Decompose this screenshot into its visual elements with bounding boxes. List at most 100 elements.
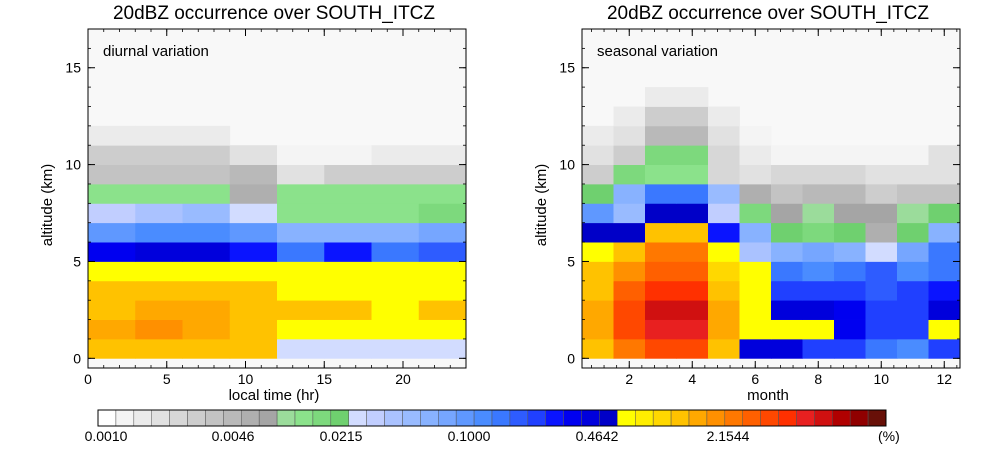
seasonal-x-tick-label: 10 [873,371,889,387]
colorbar-swatch [384,409,403,427]
diurnal-cell [418,164,467,185]
diurnal-x-tick-label: 0 [84,371,92,387]
diurnal-cell [182,222,231,243]
diurnal-cell [135,164,183,185]
colorbar-swatch [796,409,815,427]
diurnal-cell [88,242,136,262]
colorbar-swatch [491,409,511,427]
diurnal-cell [324,280,372,301]
seasonal-y-tick-label: 10 [559,157,575,173]
diurnal-cell [88,145,136,165]
diurnal-cell [88,261,136,282]
seasonal-cell [928,261,961,282]
seasonal-x-tick-label: 6 [751,371,759,387]
seasonal-cell [771,280,803,301]
diurnal-cell [324,203,372,224]
seasonal-x-tick-label: 8 [814,371,822,387]
seasonal-cell [897,300,929,320]
seasonal-cell [771,222,803,243]
seasonal-cell [613,222,646,243]
diurnal-cell [229,242,278,262]
seasonal-cell [582,300,614,320]
seasonal-cell [613,183,646,204]
seasonal-cell [739,222,772,243]
seasonal-x-tick-label: 4 [688,371,696,387]
diurnal-cell [371,261,420,282]
colorbar-swatch [652,409,672,427]
seasonal-cell [676,183,709,204]
seasonal-cell [897,242,929,262]
diurnal-cell [182,164,231,185]
seasonal-cell [834,164,866,185]
seasonal-cell [802,183,835,204]
colorbar-swatch [473,409,493,427]
colorbar-swatch [635,409,654,427]
seasonal-cell [802,261,835,282]
seasonal-cell [897,164,929,185]
seasonal-annotation: seasonal variation [597,43,718,60]
diurnal-cell [88,164,136,185]
seasonal-cell [928,222,961,243]
seasonal-cell [645,183,677,204]
seasonal-cell [802,222,835,243]
seasonal-cell [739,125,772,146]
seasonal-frame [581,28,961,369]
seasonal-cell [645,338,677,359]
seasonal-cell [708,183,740,204]
colorbar-tick-label: 0.0215 [320,428,363,444]
seasonal-cell [582,280,614,301]
seasonal-x-tick-label: 12 [936,371,952,387]
seasonal-cell [582,222,614,243]
colorbar-swatch [832,409,851,427]
diurnal-cell [135,183,183,204]
diurnal-cell [418,261,467,282]
seasonal-cell [739,261,772,282]
diurnal-x-label: local time (hr) [229,387,320,404]
colorbar-unit: (%) [878,428,900,444]
colorbar-swatch [258,409,278,427]
seasonal-cell [708,164,740,185]
diurnal-cell [229,183,278,204]
seasonal-cell [708,203,740,224]
seasonal-cell [645,319,677,340]
seasonal-cell [645,280,677,301]
seasonal-cell [865,242,898,262]
seasonal-cell [645,242,677,262]
diurnal-y-label: altitude (km) [39,164,56,247]
diurnal-cell [182,280,231,301]
seasonal-cell [928,183,961,204]
colorbar-swatch [330,409,349,427]
seasonal-cell [897,338,929,359]
diurnal-cell [182,242,231,262]
seasonal-cell [708,145,740,165]
colorbar-swatch [867,409,887,427]
diurnal-title: 20dBZ occurrence over SOUTH_ITCZ [113,3,435,24]
seasonal-cell [739,203,772,224]
colorbar: (%) 0.0010 0.0046 0.0215 0.1000 0.4642 2.1544 [85,409,900,444]
seasonal-cell [771,300,803,320]
seasonal-cell [739,183,772,204]
seasonal-cell [865,183,898,204]
seasonal-cell [676,87,709,107]
diurnal-cell [324,242,372,262]
seasonal-cell [834,338,866,359]
seasonal-cell [928,164,961,185]
colorbar-swatch [294,409,314,427]
seasonal-cell [865,300,898,320]
colorbar-swatch [366,409,385,427]
diurnal-cell [277,222,325,243]
colorbar-swatch [527,409,546,427]
seasonal-cell [676,319,709,340]
diurnal-cell [135,280,183,301]
diurnal-cell [324,319,372,340]
diurnal-cell [229,261,278,282]
diurnal-y-tick-label: 15 [65,60,81,76]
colorbar-swatch [670,409,690,427]
colorbar-tick-label: 0.0046 [212,428,255,444]
diurnal-annotation: diurnal variation [103,43,209,60]
colorbar-swatch [724,409,743,427]
diurnal-cell [277,145,325,165]
seasonal-cell [834,183,866,204]
diurnal-cell [324,300,372,320]
diurnal-cell [324,338,372,359]
